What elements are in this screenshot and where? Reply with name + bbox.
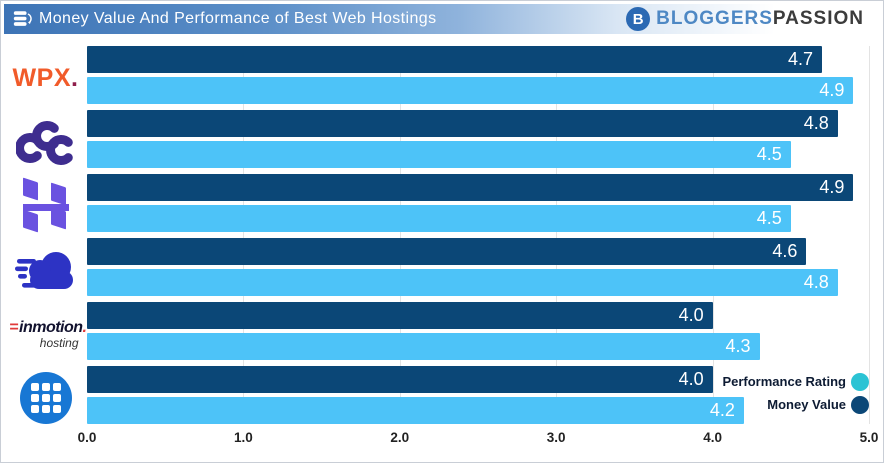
bar-value-label: 4.5 <box>756 208 782 228</box>
chemicloud-logo <box>4 110 87 174</box>
database-sync-icon <box>12 9 32 29</box>
brand-text-passion: PASSION <box>772 8 864 29</box>
bar-plot-area: 4.7 4.9 4.8 4.5 4.9 4.5 4.6 4.8 4.0 4.3 … <box>87 46 870 424</box>
hostinger-logo <box>4 174 87 238</box>
inmotion-hosting-logo: =inmotion. hosting <box>9 318 87 350</box>
x-axis: 0.0 1.0 2.0 3.0 4.0 5.0 <box>78 430 879 447</box>
bar-value-label: 4.6 <box>772 241 798 261</box>
performance-rating-bar: 4.5 <box>87 205 791 232</box>
bar-value-label: 4.7 <box>788 49 814 69</box>
money-value-bar: 4.8 <box>87 110 838 137</box>
x-tick: 3.0 <box>546 430 566 445</box>
bar-group-wpx: 4.7 4.9 <box>87 46 869 104</box>
legend-row-performance: Performance Rating <box>722 370 869 393</box>
money-value-bar: 4.9 <box>87 174 854 201</box>
bar-group-inmotion: 4.0 4.3 <box>87 302 869 360</box>
brand-text-bloggers: BLOGGERS <box>656 8 773 29</box>
x-tick: 1.0 <box>234 430 253 445</box>
money-value-dot-icon <box>851 395 869 414</box>
bar-value-label: 4.8 <box>803 113 829 133</box>
bar-group-hostinger: 4.9 4.5 <box>87 174 869 232</box>
bloggerspassion-logo: B BLOGGERS PASSION <box>626 4 864 34</box>
legend: Performance Rating Money Value <box>722 370 869 416</box>
chart-title: Money Value And Performance of Best Web … <box>39 10 437 27</box>
bar-value-label: 4.8 <box>803 272 829 292</box>
bar-group-chemicloud: 4.8 4.5 <box>87 110 869 168</box>
performance-rating-bar: 4.3 <box>87 333 760 360</box>
gridline <box>712 46 714 424</box>
fastcomet-logo <box>4 238 87 302</box>
wpx-logo: WPX. <box>12 63 79 92</box>
x-tick: 5.0 <box>859 430 879 445</box>
performance-rating-dot-icon <box>851 372 869 391</box>
performance-rating-bar: 4.2 <box>87 397 744 424</box>
header-bar: Money Value And Performance of Best Web … <box>4 4 880 34</box>
bar-value-label: 4.0 <box>678 305 704 325</box>
x-tick: 2.0 <box>390 430 410 445</box>
performance-rating-bar: 4.8 <box>87 269 838 296</box>
bar-value-label: 4.2 <box>709 400 735 420</box>
b-circle-icon: B <box>626 7 651 31</box>
money-value-bar: 4.0 <box>87 366 713 393</box>
bar-group-fastcomet: 4.6 4.8 <box>87 238 869 296</box>
gridline <box>869 46 870 424</box>
legend-label: Money Value <box>767 397 846 412</box>
bar-value-label: 4.0 <box>678 369 704 389</box>
hosting-logos-column: WPX. <box>4 46 87 430</box>
money-value-bar: 4.6 <box>87 238 807 265</box>
x-tick: 4.0 <box>703 430 722 445</box>
bar-value-label: 4.9 <box>819 80 845 100</box>
gridline <box>399 46 401 424</box>
legend-row-money: Money Value <box>722 393 869 416</box>
legend-label: Performance Rating <box>722 374 846 389</box>
money-value-bar: 4.0 <box>87 302 713 329</box>
performance-rating-bar: 4.5 <box>87 141 791 168</box>
bar-value-label: 4.5 <box>756 144 782 164</box>
money-value-bar: 4.7 <box>87 46 823 73</box>
x-tick: 0.0 <box>77 430 97 445</box>
bar-value-label: 4.3 <box>725 336 751 356</box>
bar-group-grid-host: 4.0 4.2 <box>87 366 869 424</box>
gridline <box>243 46 245 424</box>
gridline <box>556 46 558 424</box>
performance-rating-bar: 4.9 <box>87 77 854 104</box>
bar-value-label: 4.9 <box>819 177 845 197</box>
grid-hosting-logo <box>4 366 87 430</box>
